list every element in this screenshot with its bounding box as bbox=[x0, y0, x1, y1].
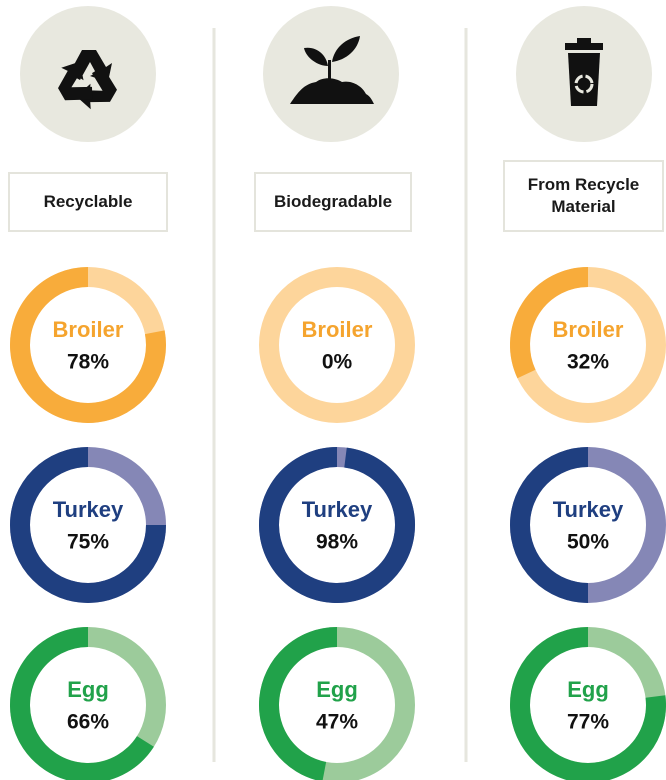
donut-value: 32% bbox=[567, 351, 609, 374]
donut-value: 66% bbox=[67, 711, 109, 734]
donut-title: Turkey bbox=[53, 497, 124, 522]
plant-icon bbox=[290, 36, 374, 104]
donut-arc bbox=[10, 627, 154, 780]
donut-arc bbox=[510, 627, 666, 780]
donut-arc bbox=[510, 447, 589, 603]
donut-title: Egg bbox=[67, 677, 109, 702]
donut-title: Broiler bbox=[53, 317, 124, 342]
bin-icon bbox=[565, 38, 603, 106]
donut-arc bbox=[510, 267, 589, 379]
donut-value: 47% bbox=[316, 711, 358, 734]
label-box: From Recycle Material bbox=[503, 160, 664, 232]
label-box: Recyclable bbox=[8, 172, 168, 232]
icon-circle bbox=[20, 6, 156, 142]
donut-track bbox=[259, 267, 415, 423]
donut-value: 98% bbox=[316, 531, 358, 554]
recycle-icon bbox=[58, 50, 117, 110]
label-box: Biodegradable bbox=[254, 172, 412, 232]
donut-value: 0% bbox=[322, 351, 353, 374]
donut-value: 75% bbox=[67, 531, 109, 554]
donut-title: Broiler bbox=[553, 317, 624, 342]
donut-arc bbox=[10, 267, 166, 423]
donut-title: Egg bbox=[567, 677, 609, 702]
donut-title: Egg bbox=[316, 677, 358, 702]
donut-title: Broiler bbox=[302, 317, 373, 342]
donut-value: 77% bbox=[567, 711, 609, 734]
donut-arc bbox=[259, 447, 415, 603]
donut-arc bbox=[10, 447, 166, 603]
donut-value: 78% bbox=[67, 351, 109, 374]
donut-arc bbox=[259, 627, 338, 780]
donut-title: Turkey bbox=[302, 497, 373, 522]
donut-value: 50% bbox=[567, 531, 609, 554]
donut-title: Turkey bbox=[553, 497, 624, 522]
